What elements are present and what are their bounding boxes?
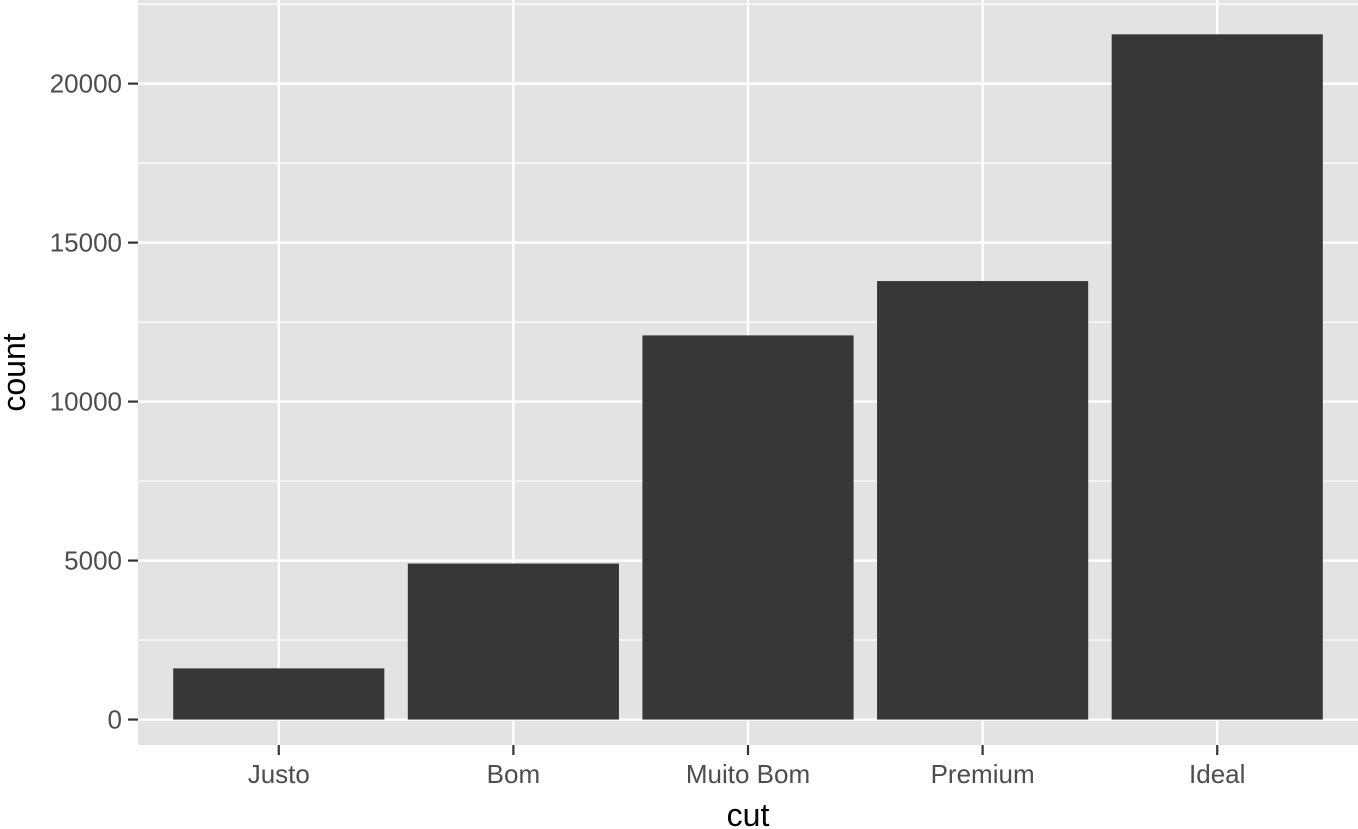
bar-ideal bbox=[1111, 34, 1323, 720]
x-tick-label: Justo bbox=[248, 759, 310, 789]
y-tick-label: 0 bbox=[108, 705, 122, 735]
y-tick-label: 15000 bbox=[50, 228, 122, 258]
x-tick-label: Bom bbox=[487, 759, 540, 789]
bar-premium bbox=[877, 281, 1089, 720]
x-tick-label: Muito Bom bbox=[686, 759, 810, 789]
y-tick-label: 10000 bbox=[50, 387, 122, 417]
y-axis: 0 5000 10000 15000 20000 bbox=[50, 69, 138, 735]
y-axis-title: count bbox=[0, 333, 32, 411]
bar-justo bbox=[173, 668, 385, 720]
y-tick-label: 5000 bbox=[64, 546, 122, 576]
x-tick-label: Premium bbox=[931, 759, 1035, 789]
y-tick-label: 20000 bbox=[50, 69, 122, 99]
x-tick-label: Ideal bbox=[1189, 759, 1245, 789]
bars bbox=[173, 34, 1323, 720]
x-axis: Justo Bom Muito Bom Premium Ideal bbox=[248, 745, 1245, 789]
bar-muito-bom bbox=[642, 335, 854, 720]
x-axis-title: cut bbox=[727, 797, 770, 829]
bar-bom bbox=[407, 563, 619, 720]
